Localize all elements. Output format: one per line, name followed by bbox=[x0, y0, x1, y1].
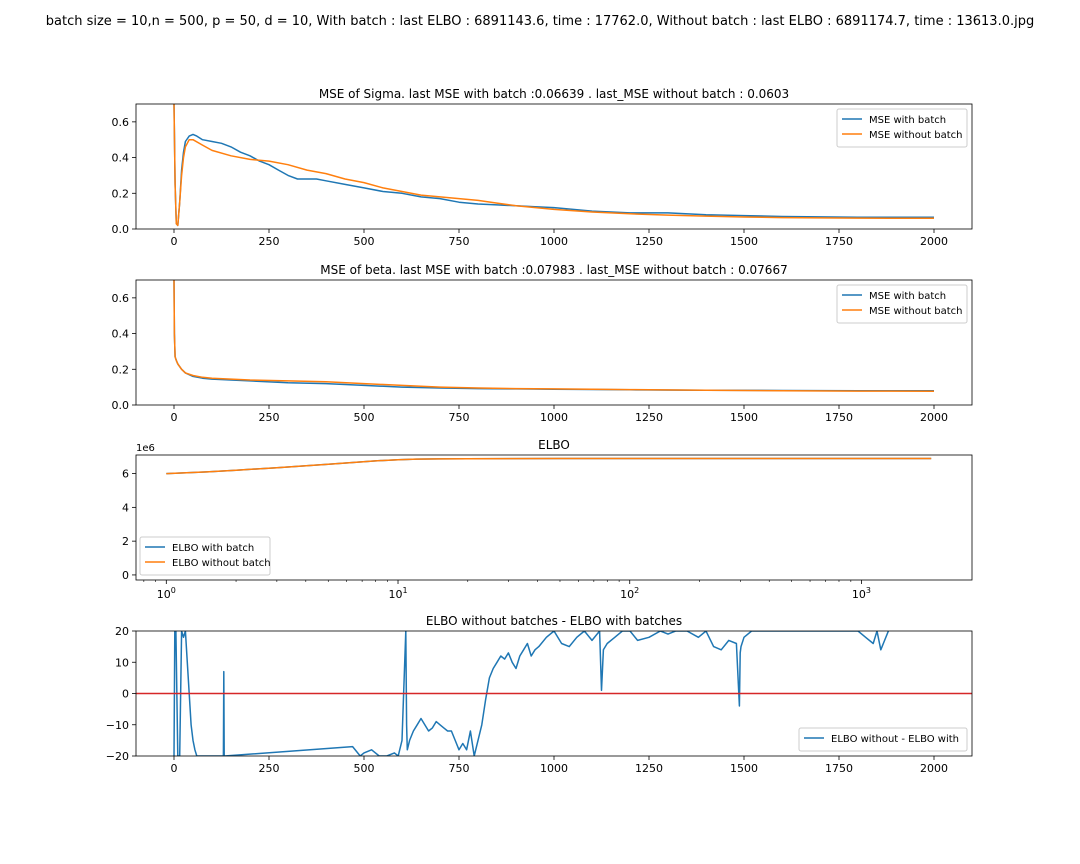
x-tick-label: 1750 bbox=[825, 411, 853, 424]
y-tick-label: 0.4 bbox=[112, 328, 130, 341]
legend-label: ELBO without - ELBO with bbox=[831, 734, 959, 745]
x-tick-label: 1500 bbox=[730, 235, 758, 248]
y-tick-label: 0.0 bbox=[112, 223, 130, 236]
figure-suptitle: batch size = 10,n = 500, p = 50, d = 10,… bbox=[45, 14, 1035, 29]
y-tick-label: 4 bbox=[122, 501, 129, 514]
y-tick-label: 0.2 bbox=[112, 363, 130, 376]
y-tick-label: 0.0 bbox=[112, 399, 130, 412]
legend: MSE with batch MSE without batch bbox=[836, 108, 968, 148]
legend-box bbox=[836, 108, 968, 148]
y-tick-label: 0.6 bbox=[112, 116, 130, 129]
x-tick-label: 750 bbox=[449, 411, 470, 424]
x-tick-label: 250 bbox=[259, 235, 280, 248]
x-tick-label: 500 bbox=[354, 235, 375, 248]
panel-title: MSE of Sigma. last MSE with batch :0.066… bbox=[319, 87, 789, 101]
series-line-1 bbox=[166, 457, 932, 475]
x-tick-label: 750 bbox=[449, 762, 470, 775]
x-tick-label: 1250 bbox=[635, 235, 663, 248]
x-tick-label: 750 bbox=[449, 235, 470, 248]
legend-label: MSE with batch bbox=[869, 291, 946, 302]
x-tick-label: 2000 bbox=[920, 411, 948, 424]
panel-title: ELBO without batches - ELBO with batches bbox=[426, 614, 682, 628]
series-line-0 bbox=[173, 631, 890, 756]
x-tick-label: 500 bbox=[354, 762, 375, 775]
y-tick-label: 6 bbox=[122, 468, 129, 481]
x-tick-label: 1250 bbox=[635, 411, 663, 424]
legend-label: ELBO with batch bbox=[172, 543, 254, 554]
x-tick-label: 0 bbox=[171, 235, 178, 248]
y-tick-label: 0.6 bbox=[112, 292, 130, 305]
x-tick-label: 103 bbox=[852, 586, 871, 601]
y-tick-label: 10 bbox=[115, 656, 129, 669]
legend-label: MSE without batch bbox=[869, 130, 962, 141]
y-tick-label: −20 bbox=[106, 750, 129, 763]
panel-mse-beta: MSE of beta. last MSE with batch :0.0798… bbox=[112, 263, 973, 424]
x-tick-label: 1750 bbox=[825, 235, 853, 248]
x-tick-label: 1500 bbox=[730, 411, 758, 424]
y-offset-label: 1e6 bbox=[136, 443, 155, 454]
legend-label: MSE with batch bbox=[869, 115, 946, 126]
y-tick-label: −10 bbox=[106, 719, 129, 732]
panel-title: MSE of beta. last MSE with batch :0.0798… bbox=[320, 263, 787, 277]
x-tick-label: 1000 bbox=[540, 235, 568, 248]
legend-box bbox=[836, 284, 968, 324]
legend: ELBO with batch ELBO without batch bbox=[139, 536, 271, 576]
series-line-0 bbox=[166, 457, 932, 475]
legend: MSE with batch MSE without batch bbox=[836, 284, 968, 324]
x-tick-label: 101 bbox=[388, 586, 407, 601]
y-tick-label: 0.4 bbox=[112, 152, 130, 165]
x-tick-label: 102 bbox=[620, 586, 639, 601]
y-tick-label: 2 bbox=[122, 535, 129, 548]
x-tick-label: 250 bbox=[259, 411, 280, 424]
x-tick-label: 2000 bbox=[920, 762, 948, 775]
y-tick-label: 0 bbox=[122, 569, 129, 582]
series-line-1 bbox=[173, 104, 934, 227]
y-tick-label: 0 bbox=[122, 688, 129, 701]
legend-label: MSE without batch bbox=[869, 306, 962, 317]
y-tick-label: 0.2 bbox=[112, 187, 130, 200]
series-line-0 bbox=[173, 104, 934, 227]
x-tick-label: 0 bbox=[171, 762, 178, 775]
x-tick-label: 0 bbox=[171, 411, 178, 424]
panel-mse-sigma: MSE of Sigma. last MSE with batch :0.066… bbox=[112, 87, 973, 248]
panel-title: ELBO bbox=[538, 438, 570, 452]
axes-frame bbox=[135, 454, 973, 581]
legend-label: ELBO without batch bbox=[172, 558, 271, 569]
x-tick-label: 250 bbox=[259, 762, 280, 775]
panel-elbo-difference: ELBO without batches - ELBO with batches… bbox=[106, 614, 973, 775]
legend-box bbox=[798, 727, 968, 752]
x-tick-label: 1250 bbox=[635, 762, 663, 775]
x-tick-label: 1000 bbox=[540, 411, 568, 424]
legend: ELBO without - ELBO with bbox=[798, 727, 968, 752]
x-tick-label: 2000 bbox=[920, 235, 948, 248]
series-line-1 bbox=[173, 280, 935, 393]
x-tick-label: 500 bbox=[354, 411, 375, 424]
x-tick-label: 1000 bbox=[540, 762, 568, 775]
x-tick-label: 100 bbox=[157, 586, 176, 601]
legend-box bbox=[139, 536, 271, 576]
y-tick-label: 20 bbox=[115, 625, 129, 638]
series-line-0 bbox=[173, 280, 934, 392]
x-tick-label: 1750 bbox=[825, 762, 853, 775]
x-tick-label: 1500 bbox=[730, 762, 758, 775]
